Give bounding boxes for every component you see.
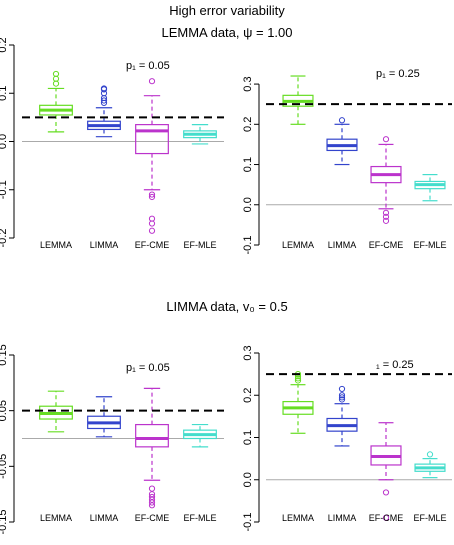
figure-title: High error variability bbox=[169, 3, 285, 18]
box-lemma bbox=[39, 70, 73, 133]
y-tick-label: 0.15 bbox=[0, 344, 9, 365]
x-category-label: EF-CME bbox=[369, 513, 404, 523]
box-body bbox=[135, 124, 169, 155]
box-ef-cme bbox=[370, 136, 402, 224]
box-limma bbox=[87, 85, 121, 138]
y-tick-label: 0.2 bbox=[0, 37, 9, 52]
x-category-label: EF-CME bbox=[135, 240, 170, 250]
x-category-label: LEMMA bbox=[40, 513, 72, 523]
x-category-label: EF-MLE bbox=[183, 240, 216, 250]
box-ef-cme bbox=[135, 387, 169, 509]
outlier-point bbox=[382, 514, 390, 521]
y-tick-label: 0.2 bbox=[242, 388, 254, 403]
outlier-point bbox=[148, 227, 156, 234]
row-2-title: LIMMA data, v₀ = 0.5 bbox=[166, 299, 287, 314]
outlier-point bbox=[338, 117, 346, 124]
box-ef-mle bbox=[183, 124, 217, 145]
outlier-point bbox=[148, 193, 156, 201]
x-category-label: LIMMA bbox=[90, 240, 119, 250]
y-tick-label: 0.0 bbox=[242, 197, 254, 212]
outlier-point bbox=[382, 136, 390, 143]
x-category-label: LIMMA bbox=[90, 513, 119, 523]
outlier-point bbox=[382, 209, 390, 216]
y-tick-label: -0.1 bbox=[242, 513, 254, 532]
outlier-point bbox=[294, 375, 302, 382]
panel-top-right: -0.1 0.0 0.1 0.2 0.3 LEMMA LIMMA EF-CME EF-MLE p₁… bbox=[242, 68, 452, 254]
y-tick-label: 0.3 bbox=[242, 76, 254, 91]
box-limma bbox=[326, 385, 358, 447]
outlier-point bbox=[382, 217, 390, 224]
y-tick-label: 0.1 bbox=[0, 86, 9, 101]
panel-annotation: p₁ = 0.05 bbox=[126, 362, 170, 374]
outlier-point bbox=[148, 485, 156, 492]
y-tick-label: 0.1 bbox=[242, 157, 254, 172]
box-ef-cme bbox=[370, 422, 402, 521]
outlier-point bbox=[338, 394, 346, 401]
panel-annotation: p₁ = 0.05 bbox=[126, 60, 170, 72]
outlier-point bbox=[148, 78, 156, 85]
outlier-point bbox=[148, 499, 156, 506]
x-category-label: LIMMA bbox=[328, 240, 357, 250]
y-tick-label: 0.1 bbox=[242, 430, 254, 445]
outlier-point bbox=[382, 213, 390, 220]
outlier-point bbox=[338, 392, 346, 399]
outlier-point bbox=[338, 385, 346, 393]
x-category-label: EF-MLE bbox=[413, 513, 446, 523]
panel-bottom-left: -0.15 -0.05 0.05 0.15 LEMMA LIMMA EF-CME EF-MLE… bbox=[0, 344, 224, 535]
y-tick-label: -0.1 bbox=[242, 236, 254, 255]
outlier-point bbox=[52, 70, 60, 78]
x-category-label: LEMMA bbox=[282, 240, 314, 250]
outlier-point bbox=[382, 489, 390, 496]
x-category-label: EF-MLE bbox=[183, 513, 216, 523]
panel-top-left: -0.2 -0.1 0.0 0.1 0.2 LEMMA LIMMA EF-CME EF-MLE p… bbox=[0, 37, 224, 250]
y-tick-label: -0.1 bbox=[0, 180, 9, 199]
box-ef-mle bbox=[183, 423, 217, 448]
y-tick-label: -0.15 bbox=[0, 509, 9, 534]
x-category-label: LEMMA bbox=[282, 513, 314, 523]
outlier-point bbox=[100, 97, 108, 104]
outlier-point bbox=[148, 502, 156, 509]
outlier-point bbox=[294, 377, 302, 384]
box-limma bbox=[87, 396, 121, 438]
outlier-point bbox=[426, 451, 434, 458]
x-category-label: LEMMA bbox=[40, 240, 72, 250]
x-category-label: EF-MLE bbox=[413, 240, 446, 250]
row-1-title: LEMMA data, ψ = 1.00 bbox=[161, 25, 292, 40]
box-lemma bbox=[282, 75, 314, 125]
outlier-point bbox=[100, 85, 108, 92]
box-lemma bbox=[282, 371, 314, 434]
y-tick-label: 0.0 bbox=[242, 472, 254, 487]
box-ef-cme bbox=[135, 78, 169, 234]
panel-bottom-right: -0.1 0.0 0.1 0.2 0.3 LEMMA LIMMA EF-CME EF-MLE ₁ … bbox=[242, 345, 452, 531]
outlier-point bbox=[148, 220, 156, 227]
y-tick-label: -0.05 bbox=[0, 454, 9, 479]
y-tick-label: -0.2 bbox=[0, 229, 9, 248]
box-limma bbox=[326, 117, 358, 166]
panel-annotation: ₁ = 0.25 bbox=[376, 359, 414, 371]
box-ef-mle bbox=[414, 451, 446, 479]
y-tick-label: 0.2 bbox=[242, 117, 254, 132]
x-category-label: LIMMA bbox=[328, 513, 357, 523]
x-category-label: EF-CME bbox=[369, 240, 404, 250]
box-lemma bbox=[39, 390, 73, 433]
outlier-point bbox=[148, 191, 156, 198]
box-body bbox=[135, 423, 169, 448]
y-tick-label: 0.05 bbox=[0, 400, 9, 421]
outlier-point bbox=[338, 396, 346, 403]
panel-annotation: p₁ = 0.25 bbox=[376, 68, 420, 80]
y-tick-label: 0.3 bbox=[242, 345, 254, 360]
box-ef-mle bbox=[414, 173, 446, 202]
y-tick-label: 0.0 bbox=[0, 134, 9, 149]
x-category-label: EF-CME bbox=[135, 513, 170, 523]
